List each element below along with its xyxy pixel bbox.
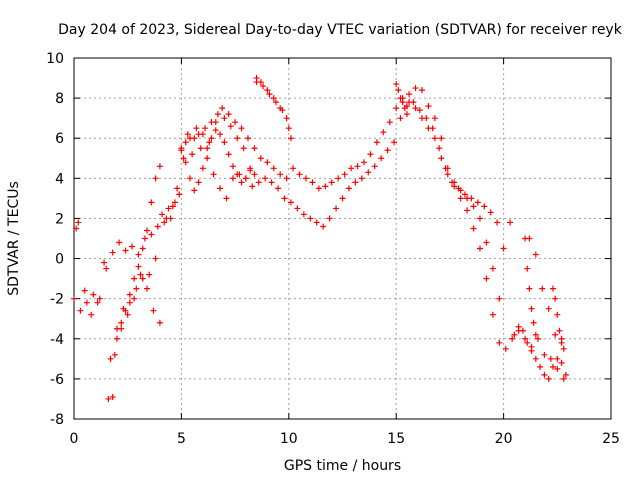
y-axis-label: SDTVAR / TECUs	[6, 181, 22, 296]
y-tick-label: 8	[55, 91, 64, 107]
y-tick-label: 6	[55, 131, 64, 147]
y-tick-label: -6	[50, 372, 64, 388]
x-tick-label: 10	[280, 431, 298, 447]
y-tick-label: -8	[50, 412, 64, 428]
y-tick-label: -2	[50, 292, 64, 308]
chart-title: Day 204 of 2023, Sidereal Day-to-day VTE…	[58, 22, 623, 38]
x-axis-label: GPS time / hours	[284, 458, 401, 474]
sdtvar-chart: -8 -6 -4 -2 0 2 4 6 8 10 0 5 10 15 20 25 Day 204 of 202…	[0, 0, 640, 480]
x-tick-label: 25	[602, 431, 620, 447]
x-tick-label: 0	[70, 431, 79, 447]
y-tick-label: 10	[46, 51, 64, 67]
x-tick-label: 20	[495, 431, 513, 447]
y-tick-label: 4	[55, 171, 64, 187]
chart-background	[0, 0, 640, 480]
x-tick-label: 15	[387, 431, 405, 447]
y-tick-label: 2	[55, 211, 64, 227]
y-tick-label: -4	[50, 332, 64, 348]
y-tick-label: 0	[55, 252, 64, 268]
x-tick-label: 5	[177, 431, 186, 447]
